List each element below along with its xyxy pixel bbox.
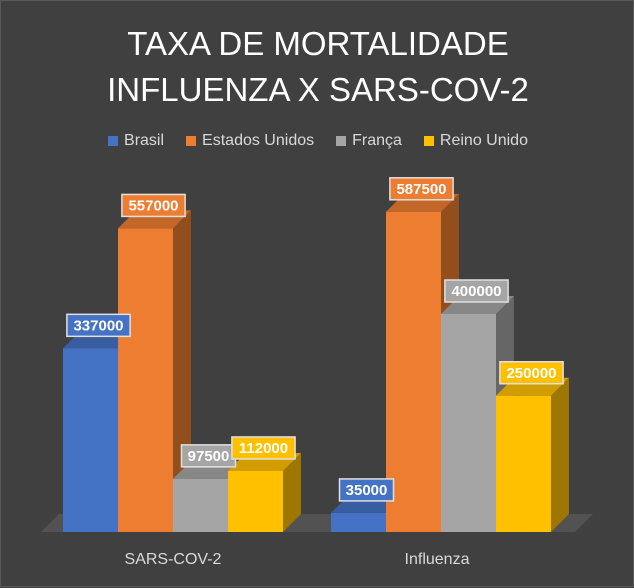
bar-reino-unido-influenza [496,377,569,532]
chart-title-line-2: INFLUENZA X SARS-COV-2 [107,71,529,108]
legend-label-reino-unido: Reino Unido [439,132,528,149]
data-label-brasil-sars-cov-2: 337000 [66,313,131,338]
bar-front-reino-unido-sars-cov-2 [228,470,283,532]
data-label-brasil-influenza: 35000 [338,478,395,502]
data-label-text-reino-unido-sars-cov-2: 112000 [239,440,288,457]
legend-item-brasil: Brasil [108,132,164,150]
bar-side-reino-unido-sars-cov-2 [283,452,301,532]
data-label-text-reino-unido-influenza: 250000 [506,365,556,382]
legend-item-franca: França [336,132,402,150]
data-label-estados-unidos-sars-cov-2: 557000 [121,193,186,218]
bar-front-brasil-sars-cov-2 [63,348,118,532]
legend-swatch-estados-unidos [186,136,197,146]
data-label-box-estados-unidos-influenza [389,177,454,201]
data-label-box-franca-influenza [444,279,509,303]
data-label-text-brasil-sars-cov-2: 337000 [73,317,123,334]
data-label-text-estados-unidos-influenza: 587500 [396,181,446,198]
data-label-box-reino-unido-influenza [499,361,564,385]
legend-item-reino-unido: Reino Unido [423,132,528,150]
data-label-text-franca-influenza: 400000 [451,283,501,300]
legend-swatch-franca [336,136,347,146]
bar-reino-unido-sars-cov-2 [228,452,301,532]
legend-label-brasil: Brasil [124,132,165,149]
bar-front-franca-sars-cov-2 [173,478,228,532]
bar-front-estados-unidos-influenza [386,211,441,532]
data-label-franca-sars-cov-2: 97500 [180,444,237,468]
bar-front-brasil-influenza [331,512,386,532]
legend-swatch-reino-unido [423,136,434,146]
bar-side-reino-unido-influenza [551,377,569,532]
data-label-box-brasil-influenza [338,478,395,502]
data-label-estados-unidos-influenza: 587500 [389,177,454,201]
bar-franca-influenza [441,296,514,532]
data-label-box-reino-unido-sars-cov-2 [231,436,296,460]
legend-item-estados-unidos: Estados Unidos [186,132,314,150]
data-label-text-estados-unidos-sars-cov-2: 557000 [128,197,178,214]
data-label-reino-unido-influenza: 250000 [499,361,564,385]
legend-label-franca: França [352,132,402,149]
data-label-text-brasil-influenza: 35000 [346,482,388,499]
chart-title-line-1: TAXA DE MORTALIDADE [127,25,509,62]
legend-label-estados-unidos: Estados Unidos [202,132,315,149]
data-label-reino-unido-sars-cov-2: 112000 [231,436,296,460]
category-label-sars-cov-2: SARS-COV-2 [125,551,222,568]
legend-swatch-brasil [108,136,119,146]
category-label-influenza: Influenza [405,551,470,568]
bar-front-franca-influenza [441,314,496,532]
data-label-franca-influenza: 400000 [444,279,509,303]
data-label-text-franca-sars-cov-2: 97500 [188,448,230,465]
data-label-box-brasil-sars-cov-2 [66,313,131,338]
bar-front-reino-unido-influenza [496,395,551,532]
bar-front-estados-unidos-sars-cov-2 [118,228,173,532]
data-label-box-estados-unidos-sars-cov-2 [121,193,186,218]
legend: Brasil Estados Unidos França Reino Unido [1,132,634,150]
